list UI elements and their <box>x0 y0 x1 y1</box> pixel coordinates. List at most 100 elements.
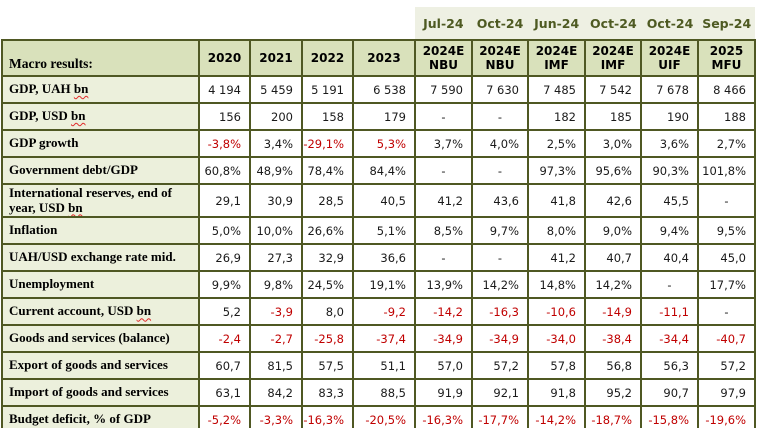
cell-value: -34,9 <box>471 324 529 354</box>
cell-value: -16,3 <box>471 297 529 327</box>
cell-value: 5,1% <box>352 216 416 246</box>
cell-value: 91,8 <box>527 378 586 408</box>
cell-value: 40,4 <box>640 243 699 273</box>
cell-value: - <box>471 102 529 131</box>
table-row-6: UAH/USD exchange rate mid. 26,9 27,3 32,9 36… <box>1 243 756 273</box>
table-row-2: GDP growth -3,8% 3,4% -29,1% 5,3% 3,7% 4,0% 2,5… <box>1 129 756 158</box>
cell-value: 156 <box>198 102 251 131</box>
cell-value: -14,2 <box>414 297 473 327</box>
cell-value: 84,4% <box>352 156 416 185</box>
cell-value: -20,5% <box>352 405 416 428</box>
header-row: Macro results: 2020 2021 2022 2023 2024E NBU… <box>1 39 756 77</box>
table-row-0: GDP, UAH bn 4 194 5 459 5 191 6 538 7 590 7 63… <box>1 75 756 104</box>
row-label: International reserves, end of year, USD… <box>1 182 200 219</box>
cell-value: 3,0% <box>584 129 642 158</box>
cell-value: -16,3% <box>414 405 473 428</box>
column-header-6: 2024E IMF <box>527 39 586 77</box>
cell-value: -29,1% <box>301 129 354 158</box>
cell-value: 27,3 <box>249 243 303 273</box>
cell-value: -3,3% <box>249 405 303 428</box>
cell-value: -5,2% <box>198 405 251 428</box>
cell-value: 32,9 <box>301 243 354 273</box>
cell-value: 17,7% <box>697 270 756 300</box>
cell-value: 45,5 <box>640 182 699 219</box>
cell-value: 8,0 <box>301 297 354 327</box>
forecast-date-3: Oct-24 <box>590 15 637 31</box>
cell-value: 41,2 <box>414 182 473 219</box>
cell-value: 182 <box>527 102 586 131</box>
cell-value: -34,0 <box>527 324 586 354</box>
cell-value: -18,7% <box>584 405 642 428</box>
cell-value: 3,4% <box>249 129 303 158</box>
forecast-date-1: Oct-24 <box>476 15 524 31</box>
forecast-date-4: Oct-24 <box>646 15 694 31</box>
cell-value: -40,7 <box>697 324 756 354</box>
cell-value: -34,4 <box>640 324 699 354</box>
row-label: Inflation <box>1 216 200 246</box>
cell-value: 7 678 <box>640 75 699 104</box>
row-label: GDP, USD bn <box>1 102 200 131</box>
row-label: Goods and services (balance) <box>1 324 200 354</box>
spellcheck-squiggle-word: bn <box>68 199 83 215</box>
table-row-4: International reserves, end of year, USD… <box>1 182 756 219</box>
cell-value: 92,1 <box>471 378 529 408</box>
cell-value: 36,6 <box>352 243 416 273</box>
cell-value: 5 459 <box>249 75 303 104</box>
cell-value: 9,4% <box>640 216 699 246</box>
cell-value: 91,9 <box>414 378 473 408</box>
cell-value: 7 590 <box>414 75 473 104</box>
cell-value: 81,5 <box>249 351 303 381</box>
cell-value: -17,7% <box>471 405 529 428</box>
table-row-9: Goods and services (balance) -2,4 -2,7 -25,… <box>1 324 756 354</box>
cell-value: -15,8% <box>640 405 699 428</box>
cell-value: 30,9 <box>249 182 303 219</box>
cell-value: -10,6 <box>527 297 586 327</box>
cell-value: 4,0% <box>471 129 529 158</box>
table-row-3: Government debt/GDP 60,8% 48,9% 78,4% 84,4% -… <box>1 156 756 185</box>
cell-value: -19,6% <box>697 405 756 428</box>
column-header-5: 2024E NBU <box>471 39 529 77</box>
forecast-date-2: Jun-24 <box>534 15 580 31</box>
cell-value: 26,6% <box>301 216 354 246</box>
cell-value: 7 542 <box>584 75 642 104</box>
cell-value: 57,5 <box>301 351 354 381</box>
cell-value: -2,4 <box>198 324 251 354</box>
cell-value: -37,4 <box>352 324 416 354</box>
cell-value: -14,2% <box>527 405 586 428</box>
forecast-date-5: Sep-24 <box>702 15 752 31</box>
cell-value: 2,7% <box>697 129 756 158</box>
cell-value: 60,8% <box>198 156 251 185</box>
cell-value: 9,8% <box>249 270 303 300</box>
row-label: Unemployment <box>1 270 200 300</box>
row-label: Import of goods and services <box>1 378 200 408</box>
column-header-0: 2020 <box>198 39 251 77</box>
cell-value: 84,2 <box>249 378 303 408</box>
column-header-9: 2025 MFU <box>697 39 756 77</box>
cell-value: 45,0 <box>697 243 756 273</box>
cell-value: - <box>640 270 699 300</box>
row-label: Budget deficit, % of GDP <box>1 405 200 428</box>
cell-value: -38,4 <box>584 324 642 354</box>
cell-value: 57,8 <box>527 351 586 381</box>
cell-value: 14,2% <box>584 270 642 300</box>
cell-value: 19,1% <box>352 270 416 300</box>
spellcheck-squiggle-word: bn <box>136 303 152 319</box>
macro-results-table: Macro results: 2020 2021 2022 2023 2024E NBU… <box>1 39 756 428</box>
table-row-7: Unemployment 9,9% 9,8% 24,5% 19,1% 13,9% 14,2%… <box>1 270 756 300</box>
cell-value: 190 <box>640 102 699 131</box>
column-header-2: 2022 <box>301 39 354 77</box>
table-row-8: Current account, USD bn 5,2 -3,9 8,0 -9,2 -14… <box>1 297 756 327</box>
cell-value: 90,7 <box>640 378 699 408</box>
cell-value: 200 <box>249 102 303 131</box>
cell-value: 179 <box>352 102 416 131</box>
cell-value: 48,9% <box>249 156 303 185</box>
cell-value: 57,2 <box>697 351 756 381</box>
cell-value: -2,7 <box>249 324 303 354</box>
cell-value: - <box>697 297 756 327</box>
cell-value: 8,0% <box>527 216 586 246</box>
cell-value: -25,8 <box>301 324 354 354</box>
table-row-11: Import of goods and services 63,1 84,2 83,3… <box>1 378 756 408</box>
cell-value: 51,1 <box>352 351 416 381</box>
cell-value: 24,5% <box>301 270 354 300</box>
